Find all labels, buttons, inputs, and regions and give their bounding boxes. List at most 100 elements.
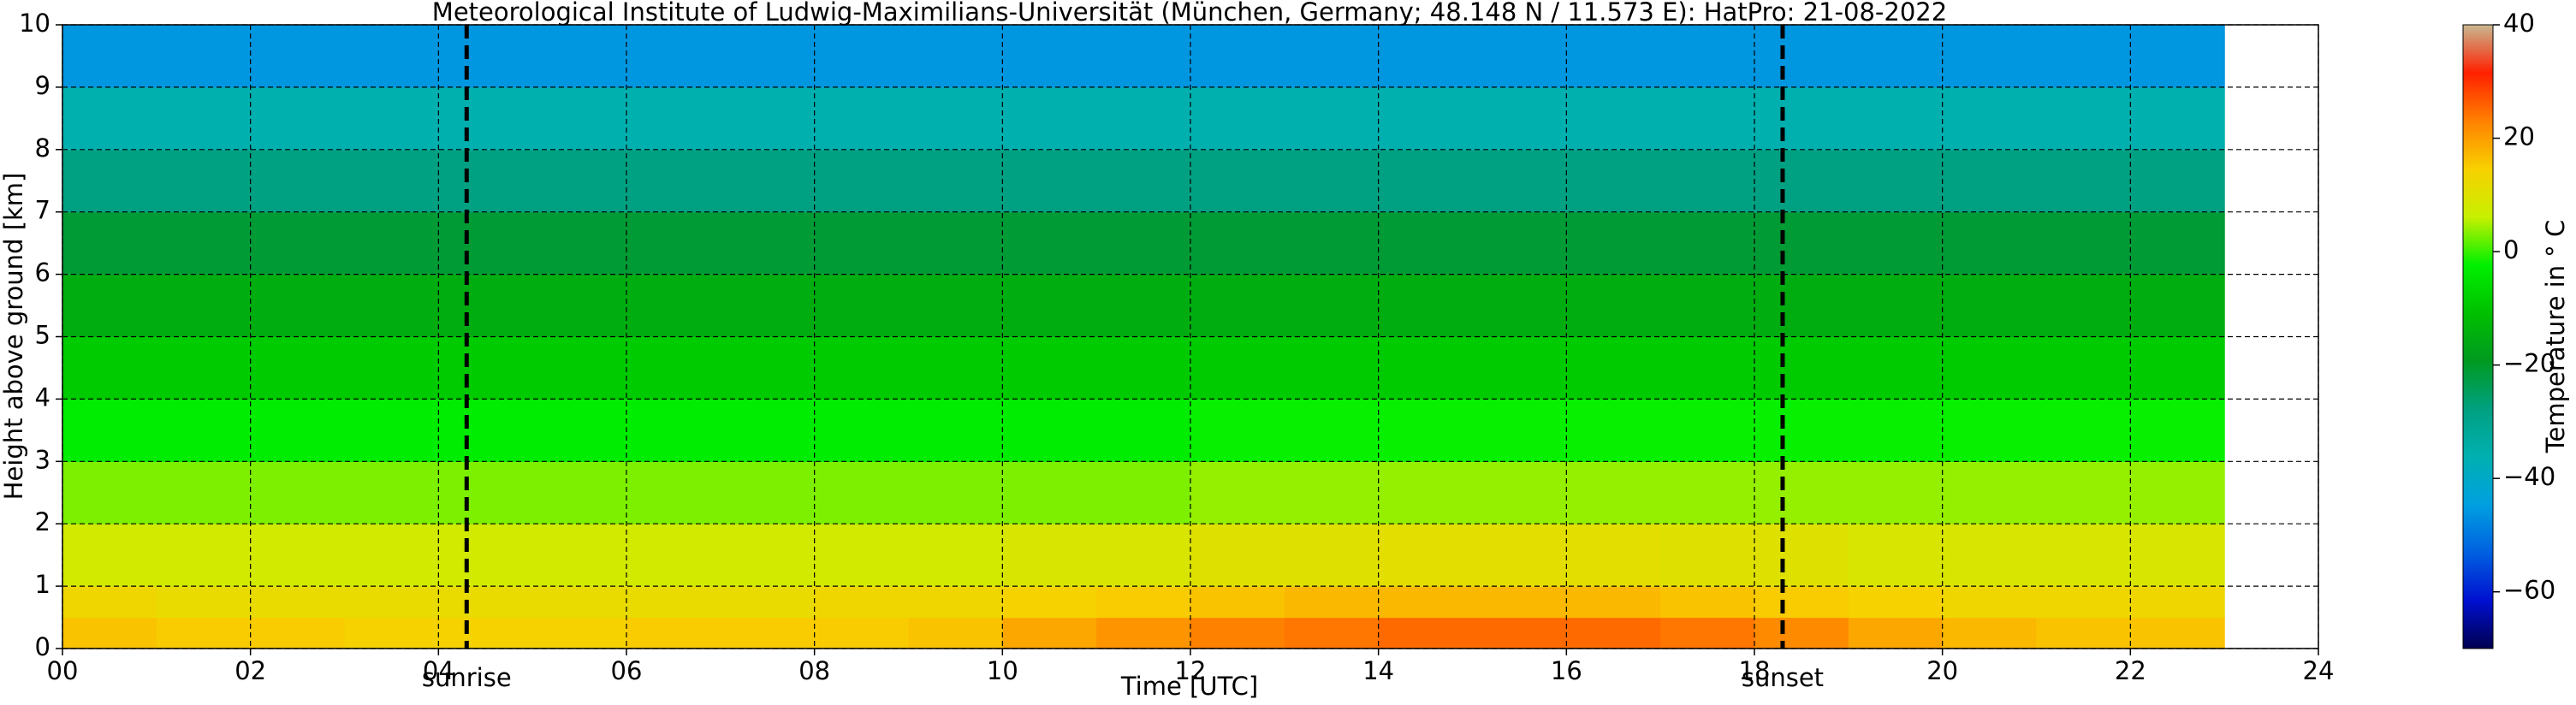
- heat-cell: [1942, 586, 2038, 619]
- heat-cell: [626, 211, 721, 275]
- heat-cell: [1566, 586, 1661, 619]
- heat-cell: [1848, 461, 1944, 524]
- heat-cell: [1660, 149, 1755, 213]
- heat-cell: [438, 524, 533, 587]
- heat-cell: [344, 211, 439, 275]
- heat-cell: [1848, 274, 1944, 338]
- x-tick-label: 00: [47, 656, 79, 685]
- heat-cell: [438, 336, 533, 400]
- heat-cell: [908, 274, 1003, 338]
- heat-cell: [2036, 211, 2131, 275]
- heat-cell: [814, 274, 910, 338]
- x-tick-label: 24: [2303, 656, 2335, 685]
- heat-cell: [1660, 211, 1755, 275]
- heat-cell: [250, 274, 346, 338]
- heat-cell: [250, 149, 346, 213]
- heat-cell: [2036, 86, 2131, 151]
- x-tick-label: 04: [423, 656, 454, 685]
- heat-cell: [1472, 617, 1567, 649]
- heat-cell: [1190, 336, 1285, 400]
- heat-cell: [2130, 461, 2225, 524]
- heat-cell: [1754, 149, 1849, 213]
- y-axis-label: Height above ground [km]: [0, 173, 28, 501]
- heat-cell: [1660, 461, 1755, 524]
- heat-cell: [438, 149, 533, 213]
- x-tick-label: 08: [798, 656, 830, 685]
- x-tick-label: 10: [987, 656, 1018, 685]
- colorbar: [2462, 24, 2494, 649]
- heat-cell: [250, 86, 346, 151]
- heat-cell: [532, 274, 627, 338]
- heat-cell: [2130, 149, 2225, 213]
- heat-cell: [626, 524, 721, 587]
- heat-cell: [720, 617, 816, 649]
- plot-frame: [62, 24, 2319, 649]
- heat-cell: [814, 25, 910, 88]
- heat-cell: [2036, 336, 2131, 400]
- heat-cell: [532, 399, 627, 462]
- heat-cell: [250, 617, 346, 649]
- heat-cell: [1566, 399, 1661, 462]
- heat-cell: [1754, 399, 1849, 462]
- y-tick-label: 4: [35, 382, 50, 412]
- heat-cell: [1472, 211, 1567, 275]
- heat-cell: [438, 25, 533, 88]
- heat-cell: [1190, 617, 1285, 649]
- heat-cell: [814, 461, 910, 524]
- heat-cell: [1472, 524, 1567, 587]
- x-tick-label: 18: [1739, 656, 1771, 685]
- y-tick-label: 1: [35, 570, 50, 599]
- x-axis-label: Time [UTC]: [1120, 672, 1258, 701]
- heat-cell: [62, 211, 157, 275]
- heat-cell: [1848, 336, 1944, 400]
- heat-cell: [1096, 25, 1191, 88]
- heat-cell: [438, 86, 533, 151]
- heat-cell: [1848, 399, 1944, 462]
- annotation-label: sunset: [1742, 663, 1824, 692]
- heat-cell: [344, 461, 439, 524]
- x-tick-label: 22: [2115, 656, 2146, 685]
- heat-cell: [1472, 274, 1567, 338]
- heat-cell: [156, 25, 252, 88]
- heat-cell: [1566, 274, 1661, 338]
- heat-cell: [1754, 586, 1849, 619]
- heat-cell: [2130, 399, 2225, 462]
- heat-cell: [814, 617, 910, 649]
- heat-cell: [344, 586, 439, 619]
- heat-cell: [2130, 336, 2225, 400]
- heat-cell: [1190, 461, 1285, 524]
- heat-cell: [908, 617, 1003, 649]
- heat-cell: [626, 461, 721, 524]
- heat-cell: [1002, 617, 1097, 649]
- heat-cell: [1942, 25, 2038, 88]
- heat-cell: [814, 336, 910, 400]
- heat-cell: [344, 149, 439, 213]
- heat-cell: [1754, 86, 1849, 151]
- heat-cell: [156, 149, 252, 213]
- heat-cell: [1284, 399, 1380, 462]
- heat-cell: [2130, 86, 2225, 151]
- heat-cell: [62, 461, 157, 524]
- heat-cell: [156, 211, 252, 275]
- heat-cell: [1942, 86, 2038, 151]
- heat-cell: [344, 617, 439, 649]
- heat-cell: [1942, 211, 2038, 275]
- heat-cell: [1002, 149, 1097, 213]
- heat-cell: [814, 211, 910, 275]
- heat-cell: [1942, 524, 2038, 587]
- heat-cell: [2036, 461, 2131, 524]
- heat-cell: [1378, 524, 1474, 587]
- heat-cell: [1378, 86, 1474, 151]
- heat-cell: [1096, 399, 1191, 462]
- heat-cell: [720, 25, 816, 88]
- heat-cell: [626, 336, 721, 400]
- heat-cell: [1284, 211, 1380, 275]
- heat-cell: [1096, 617, 1191, 649]
- heat-cell: [2130, 274, 2225, 338]
- heat-cell: [626, 586, 721, 619]
- heat-cell: [1002, 461, 1097, 524]
- heat-cell: [156, 461, 252, 524]
- heat-cell: [62, 274, 157, 338]
- heat-cell: [1660, 617, 1755, 649]
- colorbar-tick-label: −60: [2503, 576, 2555, 605]
